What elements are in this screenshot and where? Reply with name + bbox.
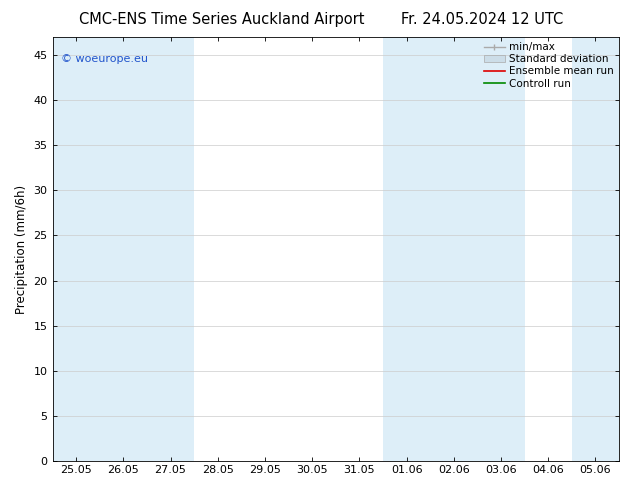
Legend: min/max, Standard deviation, Ensemble mean run, Controll run: min/max, Standard deviation, Ensemble me… — [482, 40, 616, 91]
Bar — [572, 37, 634, 461]
Y-axis label: Precipitation (mm/6h): Precipitation (mm/6h) — [15, 184, 28, 314]
Text: CMC-ENS Time Series Auckland Airport: CMC-ENS Time Series Auckland Airport — [79, 12, 365, 27]
Bar — [383, 37, 524, 461]
Text: Fr. 24.05.2024 12 UTC: Fr. 24.05.2024 12 UTC — [401, 12, 563, 27]
Text: © woeurope.eu: © woeurope.eu — [61, 54, 148, 64]
Bar — [53, 37, 194, 461]
